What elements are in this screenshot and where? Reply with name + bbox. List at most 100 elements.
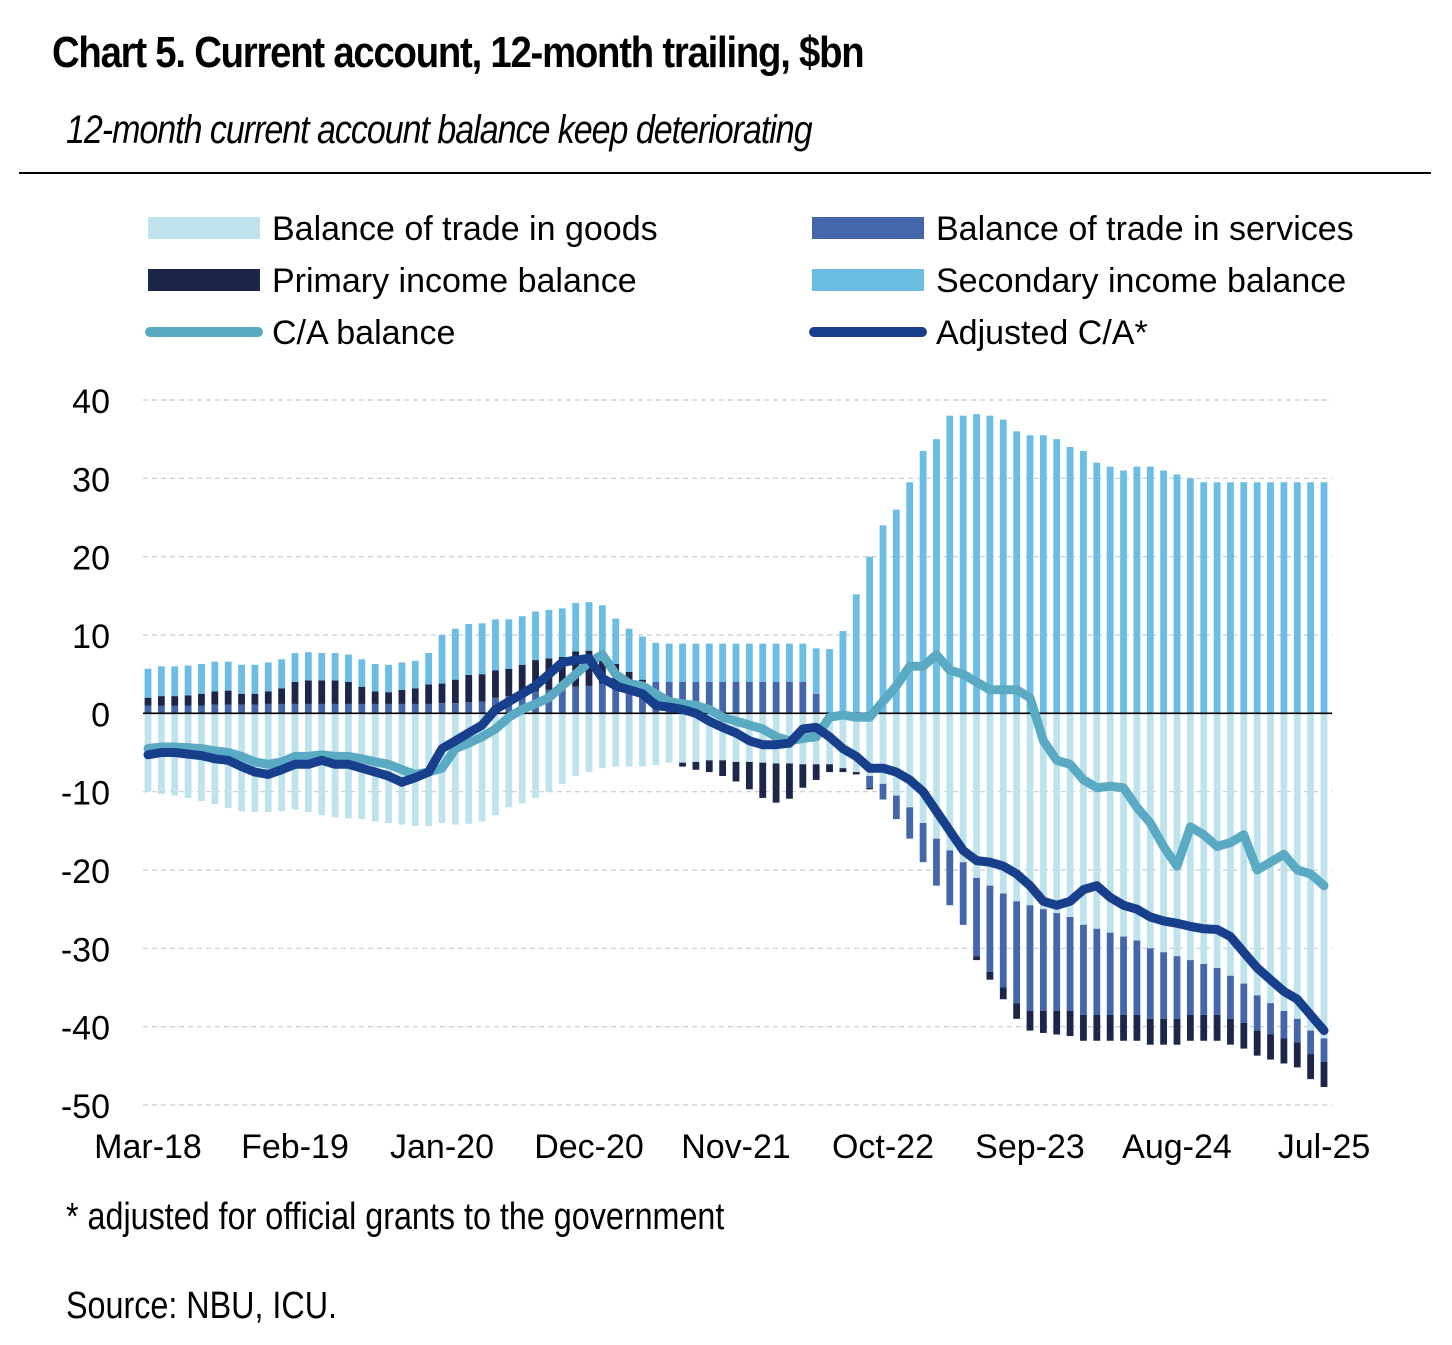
bar-primary-income-balance [171, 696, 179, 706]
bar-balance-of-trade-in-services [1307, 1030, 1315, 1055]
bar-primary-income-balance [438, 683, 446, 704]
bar-balance-of-trade-in-goods [1066, 713, 1074, 917]
bar-balance-of-trade-in-services [745, 682, 753, 714]
chart-lines [143, 650, 1329, 1036]
bar-balance-of-trade-in-goods [492, 713, 499, 816]
bar-secondary-income-balance [251, 664, 259, 694]
bar-balance-of-trade-in-services [1280, 1011, 1288, 1039]
bar-balance-of-trade-in-services [211, 704, 219, 714]
bar-balance-of-trade-in-services [465, 702, 473, 714]
bar-secondary-income-balance [1026, 435, 1034, 714]
legend-item-balance-of-trade-in-services: Balance of trade in services [812, 210, 1354, 248]
bar-primary-income-balance [732, 761, 740, 782]
bar-balance-of-trade-in-goods [946, 713, 954, 851]
bar-balance-of-trade-in-services [572, 686, 580, 714]
bar-secondary-income-balance [1307, 482, 1315, 714]
bar-secondary-income-balance [532, 611, 539, 661]
bar-balance-of-trade-in-services [1133, 940, 1141, 1015]
bar-secondary-income-balance [585, 602, 593, 651]
bar-balance-of-trade-in-goods [371, 713, 379, 822]
bar-balance-of-trade-in-services [612, 683, 620, 714]
bar-balance-of-trade-in-services [1039, 909, 1047, 1011]
bar-secondary-income-balance [224, 661, 232, 691]
bar-balance-of-trade-in-services [358, 703, 366, 714]
bar-balance-of-trade-in-goods [839, 713, 847, 769]
y-tick-label: 30 [72, 461, 110, 499]
bar-primary-income-balance [1240, 1022, 1248, 1049]
bar-primary-income-balance [1080, 1014, 1087, 1041]
bar-secondary-income-balance [1227, 482, 1234, 714]
bar-balance-of-trade-in-goods [1240, 713, 1248, 984]
bar-primary-income-balance [786, 763, 793, 799]
bar-secondary-income-balance [665, 643, 673, 682]
bar-balance-of-trade-in-services [398, 703, 406, 714]
bar-balance-of-trade-in-services [278, 703, 286, 714]
bar-balance-of-trade-in-services [719, 682, 727, 714]
bar-primary-income-balance [1173, 1018, 1181, 1045]
bar-secondary-income-balance [866, 556, 874, 714]
legend-label: Secondary income balance [936, 262, 1346, 300]
bar-balance-of-trade-in-goods [532, 713, 539, 798]
bar-balance-of-trade-in-goods [1013, 713, 1021, 902]
bar-primary-income-balance [451, 679, 459, 704]
bar-primary-income-balance [973, 956, 980, 961]
bar-secondary-income-balance [598, 605, 606, 654]
bar-balance-of-trade-in-goods [906, 713, 914, 808]
bar-balance-of-trade-in-services [732, 682, 740, 714]
bar-balance-of-trade-in-goods [665, 713, 673, 763]
bar-balance-of-trade-in-services [999, 893, 1007, 988]
legend-label: Balance of trade in services [936, 210, 1354, 248]
bar-balance-of-trade-in-goods [639, 713, 646, 767]
bar-balance-of-trade-in-services [933, 838, 940, 886]
bar-balance-of-trade-in-services [345, 703, 352, 714]
x-axis-ticks: Mar-18 Feb-19 Jan-20 Dec-20 Nov-21 Oct-22 Sep-… [94, 1128, 1370, 1166]
bar-primary-income-balance [1120, 1014, 1127, 1041]
bar-balance-of-trade-in-services [772, 682, 780, 714]
bar-balance-of-trade-in-goods [598, 713, 606, 769]
bar-primary-income-balance [157, 696, 165, 706]
bar-balance-of-trade-in-services [705, 682, 713, 714]
bar-balance-of-trade-in-goods [1133, 713, 1141, 941]
bar-secondary-income-balance [1280, 482, 1288, 714]
bar-primary-income-balance [224, 690, 232, 705]
bar-secondary-income-balance [1093, 462, 1101, 714]
title-divider [19, 172, 1431, 174]
bar-primary-income-balance [866, 787, 874, 790]
bar-balance-of-trade-in-services [1026, 905, 1034, 1011]
bar-primary-income-balance [1267, 1034, 1274, 1060]
bar-secondary-income-balance [1293, 482, 1301, 714]
bar-balance-of-trade-in-goods [1320, 713, 1328, 1039]
bar-secondary-income-balance [959, 415, 967, 714]
bar-balance-of-trade-in-goods [1026, 713, 1034, 906]
bar-primary-income-balance [1026, 1011, 1034, 1031]
bar-balance-of-trade-in-goods [1280, 713, 1288, 1011]
bar-secondary-income-balance [171, 666, 179, 697]
bar-balance-of-trade-in-services [264, 703, 272, 714]
bar-secondary-income-balance [826, 649, 833, 714]
bar-primary-income-balance [839, 768, 847, 773]
bar-primary-income-balance [358, 686, 366, 704]
bar-secondary-income-balance [1253, 482, 1261, 714]
bar-primary-income-balance [692, 761, 700, 770]
bar-secondary-income-balance [986, 415, 994, 714]
bar-primary-income-balance [986, 971, 994, 980]
bar-balance-of-trade-in-goods [705, 713, 713, 761]
bar-secondary-income-balance [211, 661, 219, 692]
bar-primary-income-balance [331, 680, 339, 704]
bar-secondary-income-balance [438, 635, 446, 684]
bar-balance-of-trade-in-services [1253, 995, 1261, 1031]
bar-secondary-income-balance [478, 623, 486, 675]
y-tick-label: 20 [72, 540, 110, 578]
bar-balance-of-trade-in-services [1013, 901, 1021, 1004]
bar-primary-income-balance [304, 680, 312, 704]
bar-primary-income-balance [745, 761, 753, 790]
bar-primary-income-balance [478, 674, 486, 702]
bar-secondary-income-balance [639, 636, 646, 680]
bar-balance-of-trade-in-goods [451, 713, 459, 825]
bar-balance-of-trade-in-services [451, 703, 459, 714]
bar-primary-income-balance [184, 695, 192, 706]
bar-secondary-income-balance [625, 628, 633, 672]
bar-primary-income-balance [144, 697, 152, 706]
bar-balance-of-trade-in-services [759, 682, 767, 714]
bar-balance-of-trade-in-services [892, 795, 900, 820]
